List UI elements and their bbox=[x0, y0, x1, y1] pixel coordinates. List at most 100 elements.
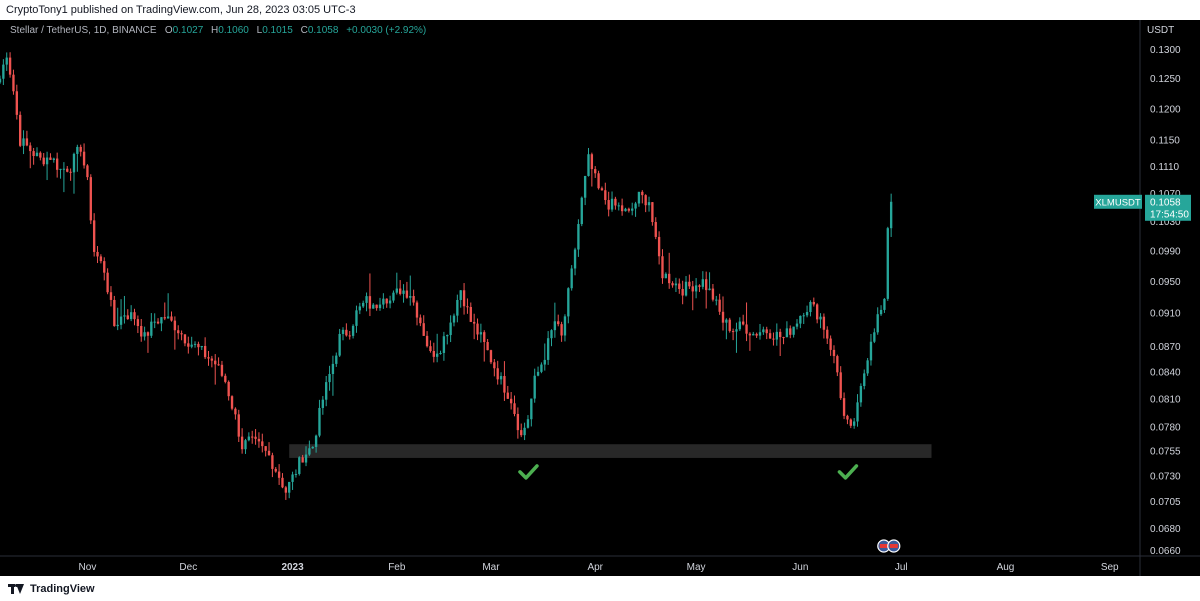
candle-body bbox=[802, 315, 805, 317]
y-tick-label: 0.0870 bbox=[1150, 342, 1181, 353]
candle-body bbox=[607, 200, 610, 210]
candle-body bbox=[873, 332, 876, 342]
candle-body bbox=[718, 299, 721, 312]
candlestick-chart[interactable]: USDT 0.1300 0.1250 0.1200 0.1150 0.1110 0.1070… bbox=[0, 20, 1200, 576]
candle-body bbox=[264, 446, 267, 451]
x-tick-label: 2023 bbox=[281, 562, 304, 573]
candle-body bbox=[146, 332, 150, 336]
candle-body bbox=[889, 201, 893, 229]
candle-body bbox=[25, 138, 29, 146]
candle-body bbox=[153, 321, 156, 323]
candle-body bbox=[513, 403, 516, 414]
candle-body bbox=[462, 290, 466, 307]
candle-body bbox=[879, 309, 883, 315]
candle-body bbox=[506, 392, 509, 399]
candle-body bbox=[76, 146, 79, 154]
candle-body bbox=[752, 333, 755, 336]
candle-body bbox=[298, 457, 301, 474]
candle-body bbox=[553, 321, 557, 331]
candle-body bbox=[150, 321, 153, 336]
candle-body bbox=[842, 398, 846, 416]
candle-body bbox=[846, 415, 849, 420]
candle-body bbox=[392, 292, 395, 301]
candle-body bbox=[429, 346, 432, 351]
price-tag bbox=[1145, 194, 1191, 221]
candle-body bbox=[742, 321, 745, 325]
low-label: L bbox=[256, 25, 263, 36]
candle-body bbox=[604, 190, 607, 201]
candle-body bbox=[516, 413, 520, 431]
candle-body bbox=[785, 328, 789, 338]
candle-body bbox=[355, 310, 358, 326]
candle-body bbox=[563, 316, 567, 336]
candle-body bbox=[234, 408, 237, 415]
candle-body bbox=[318, 407, 321, 436]
candle-body bbox=[624, 208, 627, 212]
candle-body bbox=[526, 419, 530, 428]
candle-body bbox=[681, 288, 684, 296]
x-tick-label: Aug bbox=[997, 562, 1015, 573]
candle-body bbox=[442, 336, 446, 353]
candle-body bbox=[469, 307, 472, 322]
candle-body bbox=[119, 316, 123, 325]
candle-body bbox=[779, 331, 782, 338]
candle-body bbox=[375, 304, 378, 309]
candle-body bbox=[815, 304, 819, 320]
candle-body bbox=[372, 304, 375, 309]
candle-body bbox=[294, 473, 298, 475]
candle-body bbox=[620, 205, 624, 212]
price-tag-value: 0.1058 bbox=[1150, 197, 1181, 208]
candle-body bbox=[224, 375, 227, 382]
candle-body bbox=[345, 329, 348, 336]
candle-body bbox=[432, 350, 435, 357]
candle-body bbox=[388, 300, 392, 304]
candle-body bbox=[863, 373, 866, 387]
candle-body bbox=[425, 335, 429, 347]
candle-body bbox=[257, 438, 261, 442]
candle-body bbox=[382, 298, 385, 305]
candle-body bbox=[694, 285, 698, 292]
y-tick-label: 0.0950 bbox=[1150, 277, 1181, 288]
candle-body bbox=[435, 353, 439, 357]
candle-body bbox=[210, 358, 214, 361]
symbol-tag bbox=[1094, 194, 1142, 209]
x-tick-label: May bbox=[687, 562, 706, 573]
candle-body bbox=[378, 304, 382, 309]
candle-body bbox=[129, 312, 133, 320]
currency-label: USDT bbox=[1147, 25, 1174, 36]
candle-body bbox=[775, 331, 778, 340]
candle-body bbox=[819, 316, 822, 320]
candle-body bbox=[254, 436, 257, 439]
candle-body bbox=[82, 151, 86, 166]
candle-body bbox=[267, 450, 271, 456]
candle-body bbox=[163, 317, 166, 319]
candle-body bbox=[399, 288, 402, 294]
footer-brand[interactable]: TradingView bbox=[30, 582, 95, 595]
candle-body bbox=[859, 386, 863, 403]
candle-body bbox=[341, 329, 345, 334]
candle-body bbox=[546, 338, 550, 360]
candle-body bbox=[496, 368, 499, 380]
open-label: O bbox=[164, 25, 173, 36]
candle-body bbox=[197, 343, 200, 348]
candle-body bbox=[32, 151, 35, 157]
candle-body bbox=[728, 319, 731, 332]
candle-body bbox=[240, 436, 244, 450]
y-tick-label: 0.1250 bbox=[1150, 74, 1181, 85]
candle-body bbox=[308, 448, 311, 455]
candle-body bbox=[160, 317, 163, 324]
candle-body bbox=[654, 222, 657, 237]
y-tick-label: 0.1300 bbox=[1150, 45, 1181, 56]
candle-body bbox=[772, 338, 775, 340]
candle-body bbox=[832, 349, 836, 357]
countdown-value: 17:54:50 bbox=[1150, 209, 1189, 220]
candle-body bbox=[92, 220, 96, 252]
candle-body bbox=[166, 316, 170, 319]
candle-body bbox=[49, 157, 52, 160]
candle-body bbox=[536, 371, 540, 376]
candle-body bbox=[708, 288, 711, 291]
candle-body bbox=[852, 421, 856, 426]
candle-body bbox=[499, 376, 503, 380]
candle-body bbox=[96, 251, 99, 257]
candle-body bbox=[503, 376, 506, 393]
